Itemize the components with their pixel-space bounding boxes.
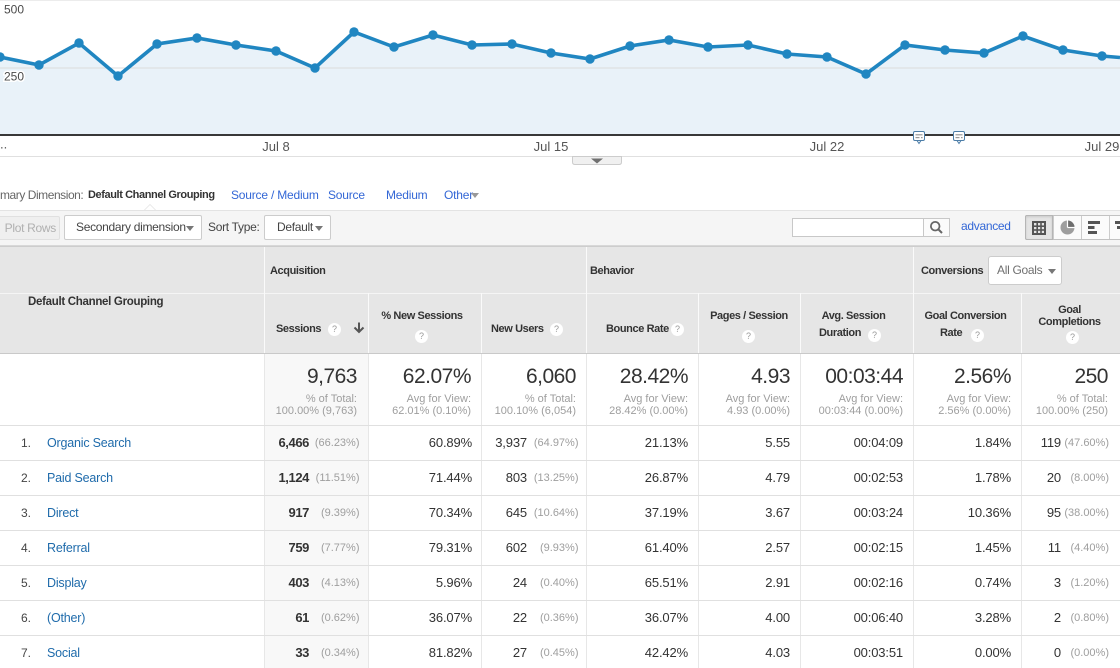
svg-text:500: 500 xyxy=(4,3,24,17)
svg-text:Jul 29: Jul 29 xyxy=(1085,139,1120,154)
svg-text:250: 250 xyxy=(4,70,24,84)
svg-text:Jul 22: Jul 22 xyxy=(810,139,845,154)
svg-text:..: .. xyxy=(0,137,7,152)
svg-text:Jul 15: Jul 15 xyxy=(534,139,569,154)
svg-text:Jul 8: Jul 8 xyxy=(262,139,289,154)
